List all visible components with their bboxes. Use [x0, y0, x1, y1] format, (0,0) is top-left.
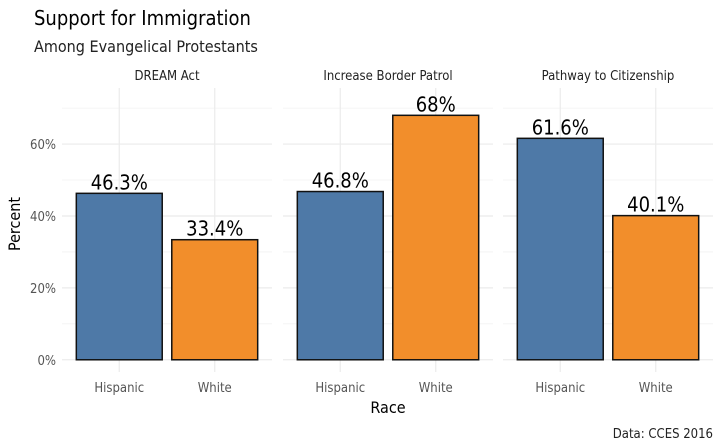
x-tick-label: White: [419, 381, 453, 396]
x-tick-label: Hispanic: [315, 381, 365, 396]
y-tick-label: 20%: [30, 282, 56, 297]
y-axis-label: Percent: [5, 197, 24, 251]
facet-strip-label: Pathway to Citizenship: [542, 69, 675, 84]
x-tick-label: White: [639, 381, 673, 396]
data-label: 68%: [416, 92, 456, 116]
x-tick-label: Hispanic: [535, 381, 585, 396]
x-tick-label: White: [198, 381, 232, 396]
y-tick-label: 60%: [30, 138, 56, 153]
x-tick-label: Hispanic: [94, 381, 144, 396]
caption: Data: CCES 2016: [613, 427, 713, 442]
data-label: 61.6%: [532, 115, 589, 139]
chart-title: Support for Immigration: [34, 6, 251, 30]
facet-strip-label: Increase Border Patrol: [323, 69, 452, 84]
bar-white: [171, 238, 259, 361]
y-tick-label: 0%: [37, 354, 56, 369]
x-axis-label: Race: [370, 398, 405, 417]
bar-hispanic: [516, 137, 604, 361]
y-tick-label: 40%: [30, 210, 56, 225]
data-label: 33.4%: [186, 217, 243, 241]
data-label: 46.3%: [91, 170, 148, 194]
bar-white: [612, 214, 700, 361]
bar-white: [392, 114, 480, 361]
data-label: 40.1%: [627, 193, 684, 217]
data-label: 46.8%: [312, 169, 369, 193]
facet-strip-label: DREAM Act: [134, 69, 200, 84]
chart-subtitle: Among Evangelical Protestants: [34, 37, 258, 56]
bar-hispanic: [296, 190, 384, 361]
bar-hispanic: [75, 192, 163, 361]
